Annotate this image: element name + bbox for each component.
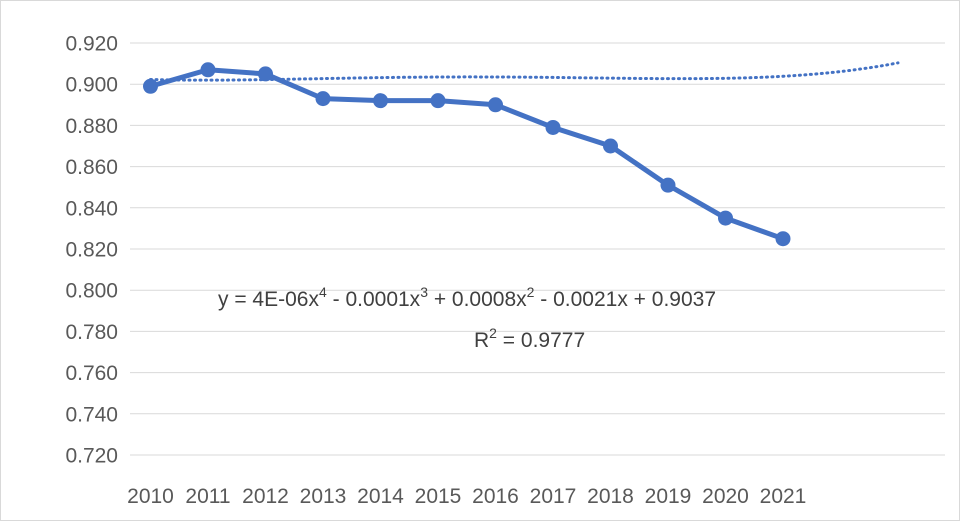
y-tick-label: 0.820 [65,239,118,262]
x-tick-label: 2018 [587,485,634,508]
r2-label: R [474,329,489,352]
data-point [660,177,676,193]
grid-lines [130,42,945,456]
trendline-equation: y = 4E-06x4 - 0.0001x3 + 0.0008x2 - 0.00… [218,284,716,311]
y-tick-label: 0.860 [65,156,118,179]
trendline-path [149,61,900,82]
data-point [200,62,216,78]
y-tick-label: 0.800 [65,280,118,303]
x-tick-label: 2013 [300,485,347,508]
x-tick-label: 2011 [185,485,230,508]
y-tick-label: 0.840 [65,197,118,220]
y-tick-label: 0.780 [65,321,118,344]
x-tick-label: 2021 [760,485,807,508]
x-tick-label: 2015 [415,485,462,508]
data-point [718,210,733,226]
y-tick-label: 0.880 [65,115,118,138]
equation-exponent: 4 [319,284,327,300]
r2-value: = 0.9777 [497,329,585,352]
y-axis-tick-labels: 0.920 0.900 0.880 0.860 0.840 0.820 0.800 0.780… [65,33,118,468]
x-tick-label: 2010 [127,485,174,508]
data-point [430,93,446,109]
equation-part: y = 4E-06x [218,288,319,311]
data-point [603,138,618,154]
x-tick-label: 2012 [242,485,289,508]
x-tick-label: 2016 [472,485,519,508]
r2-exponent: 2 [489,325,497,341]
data-point [143,78,158,94]
trendline-r-squared: R2 = 0.9777 [474,325,585,352]
trendline [149,61,900,82]
y-tick-label: 0.920 [65,33,118,56]
equation-exponent: 2 [527,284,535,300]
data-points [143,62,791,247]
equation-exponent: 3 [420,284,428,300]
data-point [315,91,331,107]
x-tick-label: 2017 [530,485,577,508]
equation-part: + 0.0008x [428,288,527,311]
y-tick-label: 0.760 [65,362,118,385]
data-point [545,119,561,135]
x-tick-label: 2014 [357,485,404,508]
y-tick-label: 0.720 [65,445,118,468]
equation-part: - 0.0001x [327,288,421,311]
series-line [148,67,786,242]
data-point [373,93,388,109]
data-point [488,97,503,113]
y-tick-label: 0.740 [65,403,118,426]
x-tick-label: 2020 [702,485,749,508]
x-tick-label: 2019 [645,485,692,508]
series-path [148,67,786,242]
x-axis-tick-labels: 2010 2011 2012 2013 2014 2015 2016 2017 2018 2019… [127,485,806,508]
equation-part: - 0.0021x + 0.9037 [534,288,716,311]
y-tick-label: 0.900 [65,74,118,97]
data-point [258,66,273,82]
data-point [775,231,791,247]
